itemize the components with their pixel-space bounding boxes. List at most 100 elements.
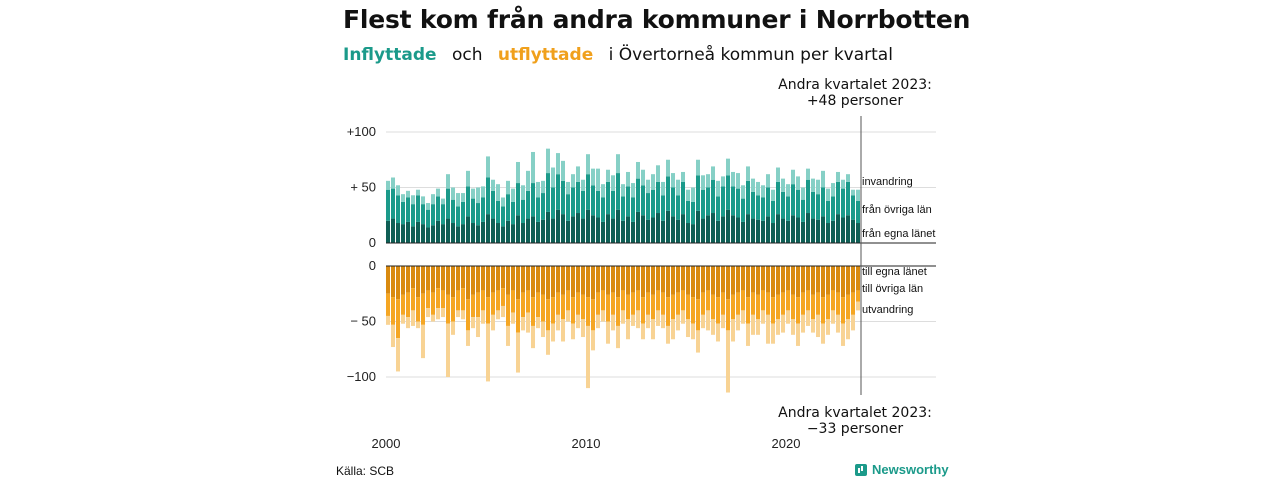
bar-in-2 [726,158,730,176]
bar-out-1 [836,292,840,315]
bar-in-2 [816,179,820,195]
bar-in-2 [411,195,415,205]
bar-out-2 [711,319,715,335]
bar-in-2 [636,161,640,179]
bar-in-2 [591,168,595,186]
bar-in-1 [406,197,410,222]
bar-out-1 [401,294,405,315]
bar-in-0 [626,216,630,243]
bar-out-0 [506,266,510,295]
bar-out-2 [811,319,815,333]
bar-out-2 [821,323,825,344]
bar-in-1 [716,196,720,221]
bar-in-2 [826,188,830,201]
bar-out-0 [826,266,830,295]
bar-in-0 [816,219,820,243]
bar-in-1 [481,197,485,222]
bar-in-1 [736,188,740,218]
bar-out-2 [476,317,480,338]
bar-in-1 [591,185,595,216]
bar-out-0 [851,266,855,293]
bar-in-2 [436,188,440,197]
bar-out-0 [771,266,775,298]
bar-out-0 [466,266,470,300]
bar-out-0 [551,266,555,298]
bar-out-1 [546,299,550,331]
bar-out-1 [806,290,810,311]
bar-out-0 [416,266,420,298]
bar-in-1 [601,197,605,222]
bar-in-1 [501,206,505,227]
bar-in-1 [461,201,465,225]
bar-out-2 [501,305,505,318]
bar-in-1 [471,198,475,224]
bar-out-0 [841,266,845,298]
bar-in-2 [406,190,410,198]
bar-in-1 [726,175,730,210]
bar-out-0 [766,266,770,293]
bar-in-2 [611,175,615,191]
bar-out-1 [501,288,505,306]
series-labels: invandring från övriga län från egna länet… [862,176,935,316]
bar-out-2 [396,338,400,372]
series-label-out: till övriga län [862,283,923,295]
axes: +100 + 50 0 0 − 50 −100 2000 2010 2020 [347,116,936,451]
bar-out-1 [411,288,415,311]
bar-out-0 [741,266,745,291]
bar-out-0 [561,266,565,295]
bar-in-1 [431,204,435,226]
bar-in-2 [836,171,840,182]
bar-in-1 [626,186,630,217]
bar-in-2 [421,196,425,205]
series-label-out: utvandring [862,304,913,316]
bar-out-0 [751,266,755,293]
bar-out-1 [471,294,475,318]
bar-in-0 [571,216,575,243]
bar-in-0 [616,209,620,243]
bar-out-2 [691,323,695,340]
bar-in-1 [576,181,580,214]
bar-in-1 [706,187,710,216]
bar-in-2 [446,174,450,189]
bar-in-1 [666,176,670,211]
bar-out-2 [406,317,410,329]
bar-out-2 [391,324,395,348]
bar-out-2 [486,323,490,382]
bar-in-0 [641,215,645,243]
bar-out-1 [676,292,680,315]
bar-out-0 [496,266,500,291]
bar-in-2 [736,173,740,189]
bar-in-0 [596,217,600,243]
bar-out-0 [446,266,450,295]
bar-in-0 [696,210,700,243]
bar-out-0 [451,266,455,298]
bar-out-0 [481,266,485,291]
bar-out-0 [786,266,790,291]
bar-in-0 [686,223,690,243]
bar-in-2 [606,169,610,182]
bar-out-2 [746,323,750,346]
bar-in-2 [851,189,855,196]
bar-out-1 [616,297,620,326]
bar-out-2 [431,314,435,322]
bar-in-0 [711,213,715,243]
bar-in-0 [706,215,710,243]
bar-in-2 [671,173,675,188]
bar-in-0 [481,221,485,243]
bar-out-1 [811,294,815,320]
bar-out-1 [686,294,690,320]
bar-out-1 [531,297,535,326]
bar-out-1 [846,294,850,320]
bar-out-0 [681,266,685,291]
bar-in-0 [726,209,730,243]
bar-out-1 [776,294,780,320]
bar-in-2 [431,194,435,205]
bar-out-2 [661,314,665,329]
bar-in-1 [651,189,655,218]
bar-out-0 [756,266,760,295]
bar-in-0 [531,216,535,243]
bar-out-0 [706,266,710,291]
bar-out-2 [521,317,525,331]
bar-out-0 [541,266,545,295]
bar-in-2 [721,176,725,187]
